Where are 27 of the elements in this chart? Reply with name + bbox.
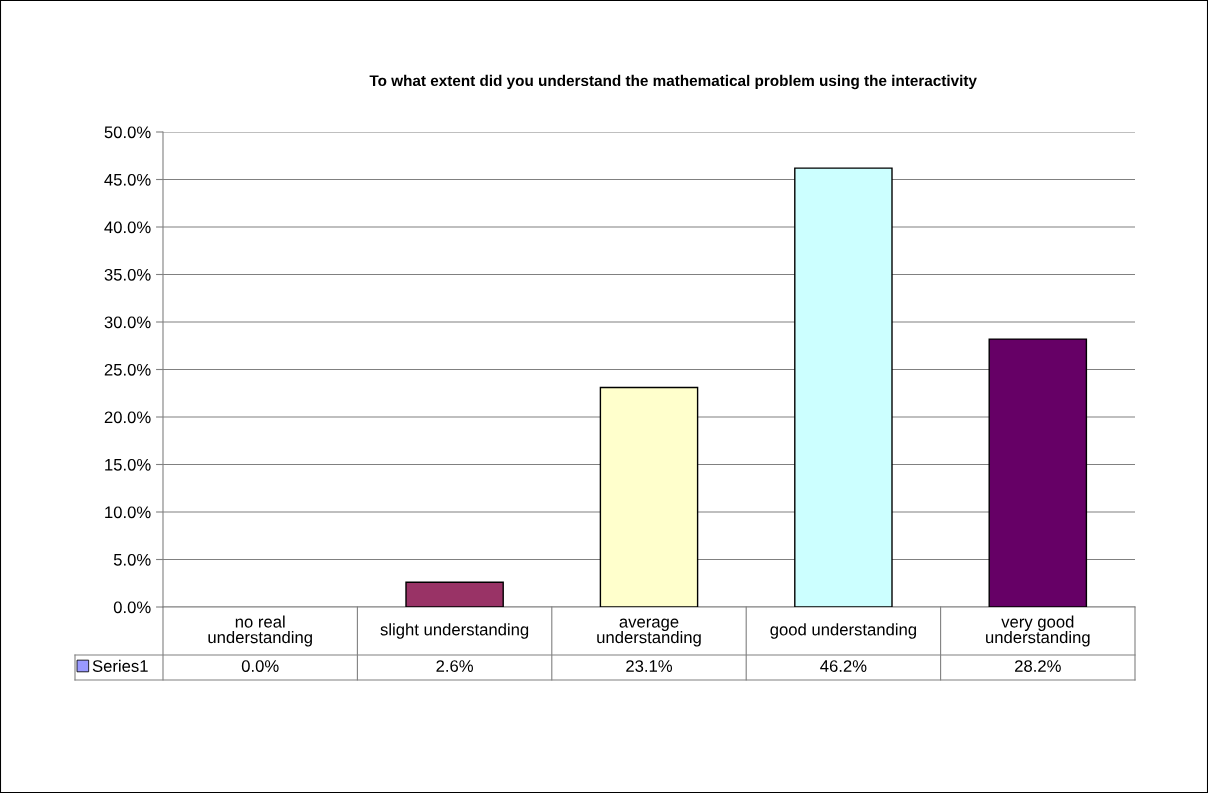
x-tick-label: good understanding	[770, 623, 917, 639]
y-tick-label: 20.0%	[104, 411, 151, 424]
data-label: 0.0%	[241, 660, 279, 672]
data-label: 2.6%	[436, 660, 473, 672]
y-tick-label: 50.0%	[104, 126, 151, 139]
y-tick-label: 5.0%	[113, 553, 151, 566]
data-label: 46.2%	[820, 660, 867, 672]
y-tick-label: 35.0%	[104, 268, 151, 281]
y-tick-label: 25.0%	[104, 363, 151, 376]
y-tick-label: 45.0%	[104, 173, 151, 186]
data-label: 28.2%	[1015, 660, 1061, 672]
bar	[988, 338, 1088, 607]
text: Series1	[92, 659, 148, 672]
chart-title: To what extent did you understand the mathematical problem using the interactivity	[369, 74, 977, 90]
x-tick-label: average understanding	[597, 618, 701, 647]
x-tick-label: slight understanding	[380, 623, 529, 639]
y-tick-label: 30.0%	[104, 316, 151, 329]
y-tick-label: 0.0%	[113, 601, 151, 614]
data-label: 23.1%	[626, 660, 673, 672]
bar	[599, 386, 699, 607]
y-tick-label: 15.0%	[105, 458, 151, 471]
y-tick-label: 40.0%	[104, 221, 151, 234]
x-tick-label: very good understanding	[986, 615, 1090, 647]
x-tick-label: no real understanding	[208, 615, 312, 647]
bar	[794, 167, 893, 607]
bar	[405, 581, 504, 607]
y-tick-label: 10.0%	[105, 506, 151, 519]
